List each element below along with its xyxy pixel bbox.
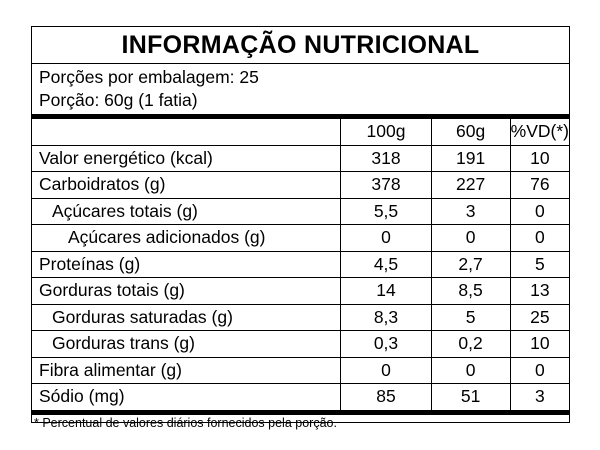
nutrient-name: Carboidratos (g)	[32, 171, 342, 199]
nutrient-name: Gorduras trans (g)	[32, 330, 342, 358]
value-100g: 8,3	[340, 303, 432, 331]
table-row: Gorduras saturadas (g) 8,3 5 25	[32, 303, 569, 331]
table-row: Gorduras trans (g) 0,3 0,2 10	[32, 330, 569, 358]
nutrition-table: 100g 60g %VD(*) Valor energético (kcal) …	[32, 119, 569, 410]
nutrient-name: Gorduras totais (g)	[32, 277, 342, 305]
value-100g: 4,5	[340, 250, 432, 278]
servings-per-package: Porções por embalagem: 25	[39, 67, 259, 87]
value-100g: 85	[340, 383, 432, 410]
value-100g: 0,3	[340, 330, 432, 358]
value-daily: 10	[509, 330, 569, 358]
value-60g: 0	[430, 224, 511, 252]
value-daily: 13	[509, 277, 569, 305]
value-60g: 2,7	[430, 250, 511, 278]
value-100g: 0	[340, 356, 432, 384]
value-daily: 25	[509, 303, 569, 331]
table-row: Proteínas (g) 4,5 2,7 5	[32, 250, 569, 278]
table-row: Gorduras totais (g) 14 8,5 13	[32, 277, 569, 305]
nutrient-name: Açúcares totais (g)	[32, 197, 342, 225]
value-60g: 8,5	[430, 277, 511, 305]
value-100g: 5,5	[340, 197, 432, 225]
nutrient-name: Gorduras saturadas (g)	[32, 303, 342, 331]
table-row: Valor energético (kcal) 318 191 10	[32, 144, 569, 172]
header-nutrient	[32, 119, 342, 146]
nutrient-name: Sódio (mg)	[32, 383, 342, 410]
value-60g: 191	[430, 144, 511, 172]
table-row: Carboidratos (g) 378 227 76	[32, 171, 569, 199]
header-daily-value: %VD(*)	[509, 119, 569, 146]
value-daily: 0	[509, 224, 569, 252]
value-60g: 0	[430, 356, 511, 384]
header-100g: 100g	[340, 119, 432, 146]
value-daily: 10	[509, 144, 569, 172]
table-row: Sódio (mg) 85 51 3	[32, 383, 569, 410]
value-60g: 227	[430, 171, 511, 199]
table-row: Açúcares totais (g) 5,5 3 0	[32, 197, 569, 225]
nutrient-name: Valor energético (kcal)	[32, 144, 342, 172]
value-daily: 0	[509, 197, 569, 225]
footnote: * Percentual de valores diários fornecid…	[34, 415, 337, 430]
nutrient-name: Açúcares adicionados (g)	[32, 224, 342, 252]
top-divider	[32, 114, 569, 119]
value-daily: 5	[509, 250, 569, 278]
bottom-divider	[32, 409, 569, 415]
value-100g: 318	[340, 144, 432, 172]
table-row: Fibra alimentar (g) 0 0 0	[32, 356, 569, 384]
value-100g: 14	[340, 277, 432, 305]
value-100g: 0	[340, 224, 432, 252]
label-title: INFORMAÇÃO NUTRICIONAL	[32, 27, 569, 64]
nutrition-facts-label: INFORMAÇÃO NUTRICIONAL Porções por embal…	[31, 26, 570, 430]
value-60g: 3	[430, 197, 511, 225]
value-daily: 3	[509, 383, 569, 410]
table-row: Açúcares adicionados (g) 0 0 0	[32, 224, 569, 252]
value-60g: 51	[430, 383, 511, 410]
header-60g: 60g	[430, 119, 511, 146]
value-daily: 76	[509, 171, 569, 199]
value-60g: 0,2	[430, 330, 511, 358]
table-header-row: 100g 60g %VD(*)	[32, 119, 569, 146]
serving-size: Porção: 60g (1 fatia)	[39, 90, 198, 110]
value-daily: 0	[509, 356, 569, 384]
value-60g: 5	[430, 303, 511, 331]
nutrient-name: Fibra alimentar (g)	[32, 356, 342, 384]
value-100g: 378	[340, 171, 432, 199]
nutrient-name: Proteínas (g)	[32, 250, 342, 278]
